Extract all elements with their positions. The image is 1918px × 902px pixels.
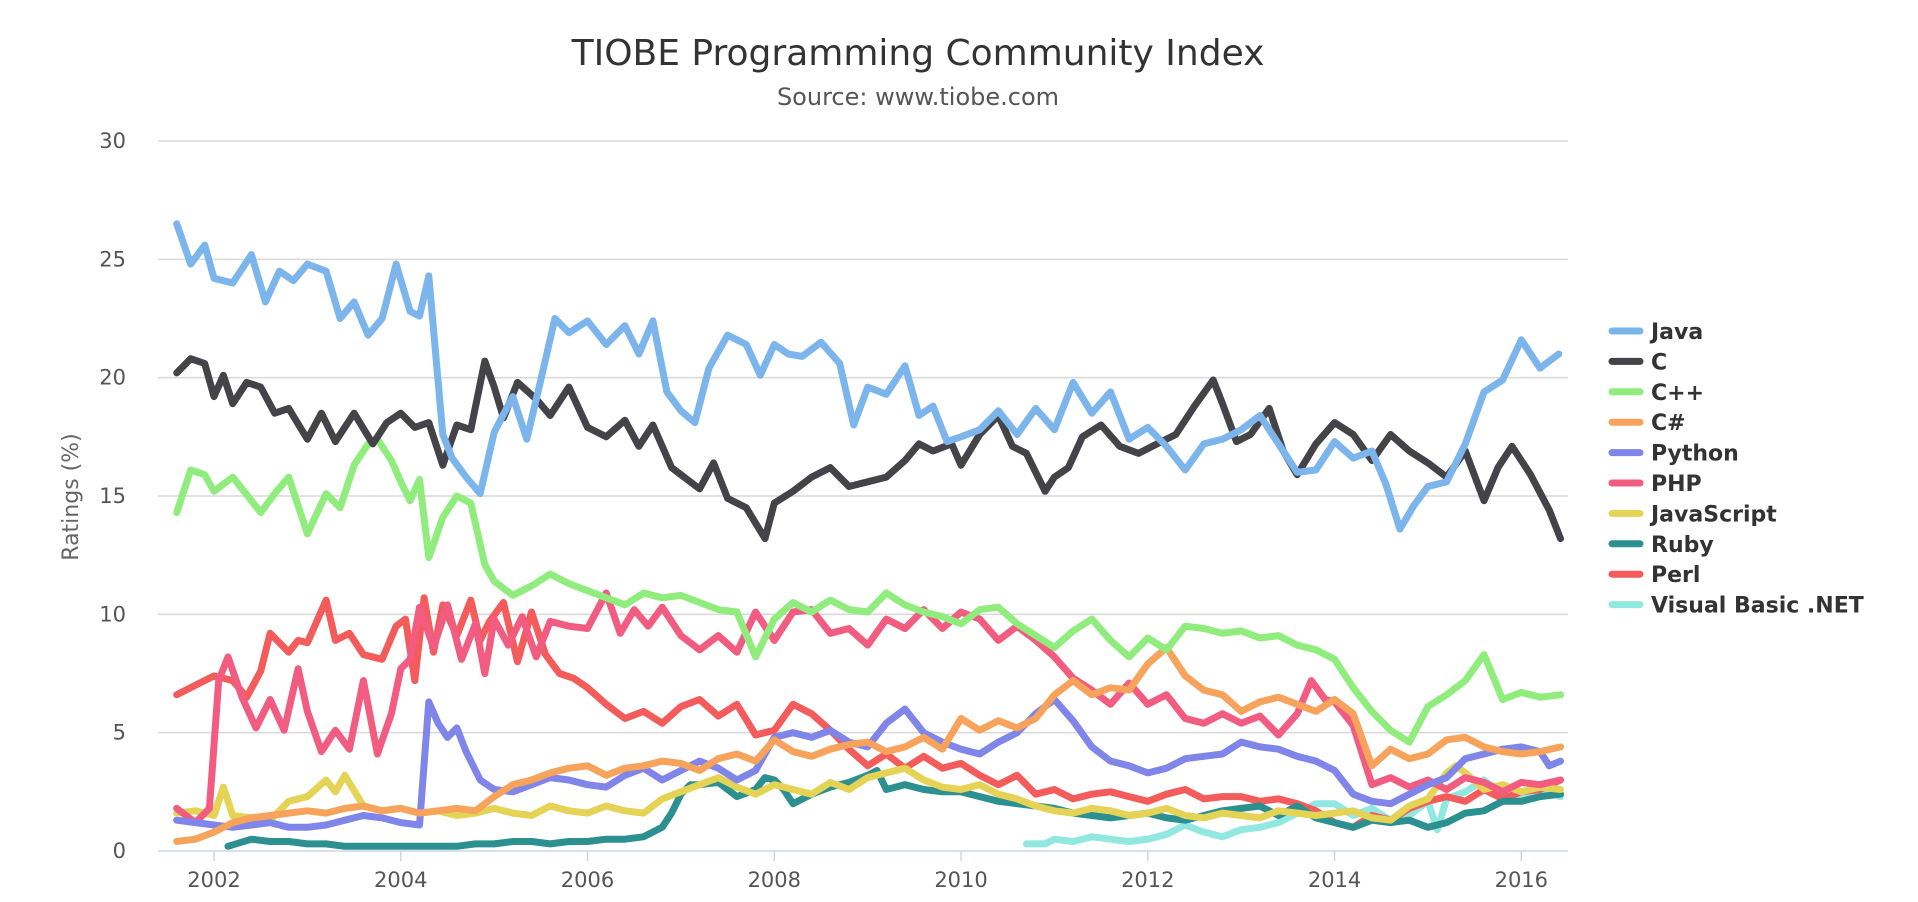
x-tick-label: 2002 <box>187 868 240 892</box>
x-tick-label: 2012 <box>1121 868 1174 892</box>
legend-item-ruby[interactable]: Ruby <box>1608 533 1714 558</box>
legend-item-php[interactable]: PHP <box>1608 472 1702 497</box>
y-tick-label: 30 <box>99 129 126 153</box>
legend-item-c[interactable]: C++ <box>1608 381 1704 406</box>
legend: Java C C++ C# Python PHP JavaScript Ruby Perl Vis… <box>1608 320 1864 619</box>
x-tick-label: 2008 <box>748 868 801 892</box>
legend-item-visual-basic-net[interactable]: Visual Basic .NET <box>1608 594 1864 619</box>
legend-item-c[interactable]: C <box>1608 350 1667 375</box>
chart-subtitle: Source: www.tiobe.com <box>777 83 1059 111</box>
legend-label: Java <box>1649 320 1703 345</box>
legend-label: C++ <box>1651 381 1704 406</box>
legend-label: Perl <box>1651 563 1700 588</box>
y-axis-ticks: 0 5 10 15 20 25 30 <box>99 129 126 863</box>
y-axis-title: Ratings (%) <box>59 433 84 560</box>
legend-label: Ruby <box>1651 533 1714 558</box>
x-tick-label: 2014 <box>1308 868 1361 892</box>
series-line-c <box>173 355 1564 543</box>
x-axis-ticks: 2002 2004 2006 2008 2010 2012 2014 2016 <box>187 851 1548 892</box>
series-line-c <box>173 644 1564 845</box>
legend-label: Python <box>1651 442 1739 467</box>
legend-label: PHP <box>1651 472 1702 497</box>
y-tick-label: 0 <box>113 839 126 863</box>
y-tick-label: 5 <box>113 721 126 745</box>
series-lines <box>173 220 1564 850</box>
legend-item-javascript[interactable]: JavaScript <box>1608 502 1777 527</box>
series-line-php <box>173 589 1564 827</box>
legend-item-perl[interactable]: Perl <box>1608 563 1700 588</box>
y-tick-label: 15 <box>99 484 126 508</box>
legend-label: C <box>1651 350 1667 375</box>
x-tick-label: 2006 <box>561 868 614 892</box>
legend-label: JavaScript <box>1649 502 1777 527</box>
legend-label: C# <box>1651 411 1686 436</box>
y-tick-label: 20 <box>99 366 126 390</box>
x-tick-label: 2004 <box>374 868 427 892</box>
legend-item-c[interactable]: C# <box>1608 411 1686 436</box>
y-tick-label: 10 <box>99 602 126 626</box>
legend-label: Visual Basic .NET <box>1651 594 1864 619</box>
legend-item-python[interactable]: Python <box>1608 442 1739 467</box>
legend-item-java[interactable]: Java <box>1608 320 1703 345</box>
chart-title: TIOBE Programming Community Index <box>571 33 1265 74</box>
series-line-ruby <box>224 767 1564 850</box>
x-tick-label: 2016 <box>1495 868 1548 892</box>
series-line-java <box>173 220 1563 533</box>
y-tick-label: 25 <box>99 247 126 271</box>
x-tick-label: 2010 <box>934 868 987 892</box>
